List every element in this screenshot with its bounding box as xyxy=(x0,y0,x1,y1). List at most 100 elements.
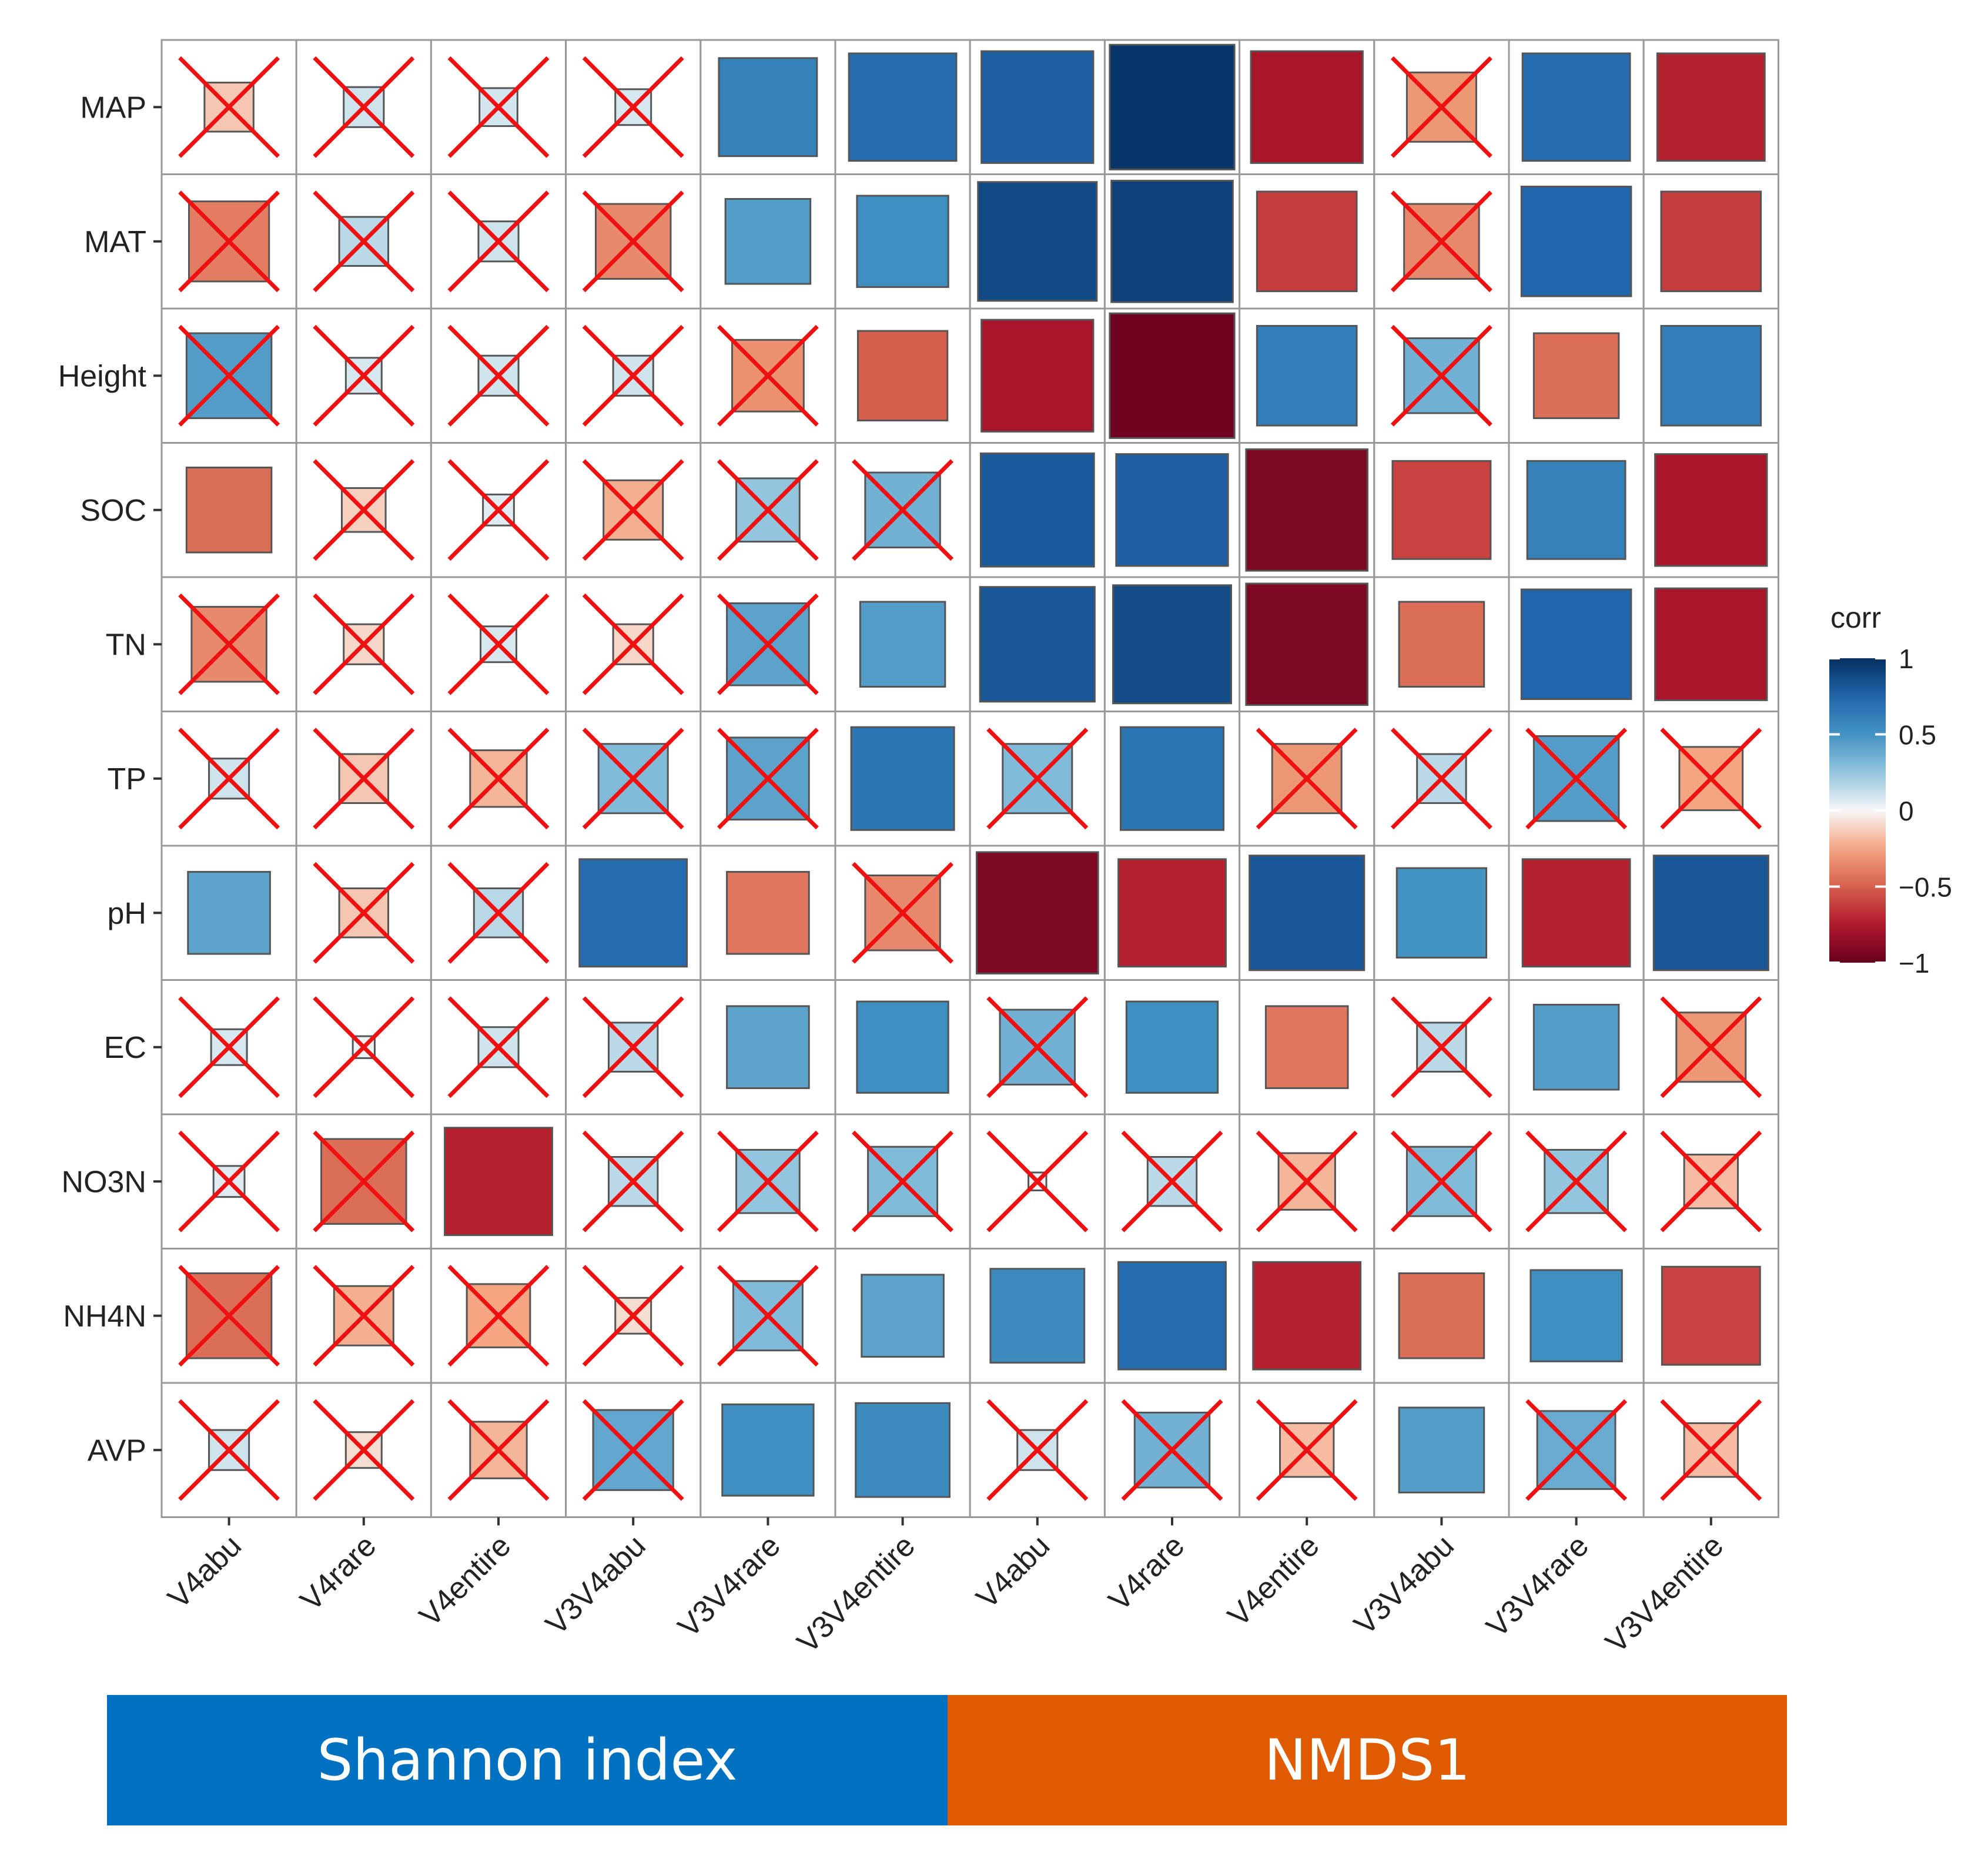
heatmap-cell-Height-4 xyxy=(582,324,684,427)
row-label-NO3N: NO3N xyxy=(62,1165,146,1199)
heatmap-cell-AVP-4 xyxy=(582,1399,684,1501)
non-significant-cross xyxy=(447,56,550,158)
heatmap-cell-MAP-12 xyxy=(1656,52,1766,162)
non-significant-cross xyxy=(1525,728,1628,830)
heatmap-cell-MAT-3 xyxy=(447,190,550,293)
non-significant-cross xyxy=(582,190,684,293)
heatmap-cell-Height-9 xyxy=(1256,324,1358,427)
non-significant-cross xyxy=(1256,1130,1358,1232)
correlation-square xyxy=(1660,324,1762,427)
heatmap-cell-TN-9 xyxy=(1245,582,1369,706)
heatmap-cell-TP-5 xyxy=(717,728,819,830)
non-significant-cross xyxy=(313,1399,415,1501)
heatmap-cell-MAP-1 xyxy=(178,56,280,158)
non-significant-cross xyxy=(447,728,550,830)
correlation-square xyxy=(444,1127,553,1237)
heatmap-cell-Height-6 xyxy=(856,330,949,421)
heatmap-cell-EC-2 xyxy=(313,996,415,1098)
non-significant-cross xyxy=(986,1399,1089,1501)
heatmap-cell-SOC-6 xyxy=(852,459,954,561)
heatmap-cell-pH-9 xyxy=(1249,855,1366,971)
heatmap-cell-TN-2 xyxy=(313,593,415,695)
heatmap-cell-NO3N-9 xyxy=(1256,1130,1358,1232)
heatmap-cell-TN-3 xyxy=(447,593,550,695)
heatmap-cell-MAP-4 xyxy=(582,56,684,158)
heatmap-cell-TP-9 xyxy=(1256,728,1358,830)
heatmap-cell-TN-1 xyxy=(178,593,280,695)
non-significant-cross xyxy=(582,324,684,427)
heatmap-cell-TN-5 xyxy=(717,593,819,695)
heatmap-cell-MAT-11 xyxy=(1520,185,1632,297)
heatmap-cell-TP-4 xyxy=(582,728,684,830)
heatmap-cell-pH-5 xyxy=(726,870,810,955)
non-significant-cross xyxy=(986,728,1089,830)
non-significant-cross xyxy=(852,1130,954,1232)
heatmap-cell-SOC-8 xyxy=(1115,453,1229,567)
non-significant-cross xyxy=(447,1265,550,1367)
heatmap-cell-SOC-4 xyxy=(582,459,684,561)
group-band-nmds1: NMDS1 xyxy=(948,1695,1787,1825)
non-significant-cross xyxy=(313,593,415,695)
non-significant-cross xyxy=(313,324,415,427)
column-label-12: V3V4entire xyxy=(1599,1529,1730,1660)
row-label-Height: Height xyxy=(58,359,147,393)
non-significant-cross xyxy=(1390,324,1492,427)
non-significant-cross xyxy=(313,190,415,293)
heatmap-cell-pH-8 xyxy=(1117,858,1227,968)
heatmap-cell-MAT-7 xyxy=(977,181,1098,302)
non-significant-cross xyxy=(447,190,550,293)
heatmap-cell-EC-10 xyxy=(1390,996,1492,1098)
column-label-8: V4rare xyxy=(1102,1529,1191,1617)
heatmap-cell-MAP-7 xyxy=(980,50,1095,164)
group-label-shannon-index: Shannon index xyxy=(317,1727,738,1793)
correlation-square xyxy=(1652,855,1769,971)
heatmap-cell-pH-2 xyxy=(313,862,415,964)
heatmap-cell-AVP-1 xyxy=(178,1399,280,1501)
heatmap-cell-TP-11 xyxy=(1525,728,1628,830)
heatmap-cell-MAP-2 xyxy=(313,56,415,158)
cells xyxy=(178,43,1769,1501)
non-significant-cross xyxy=(852,459,954,561)
heatmap-cell-NO3N-5 xyxy=(717,1130,819,1232)
correlation-square xyxy=(1256,324,1358,427)
non-significant-cross xyxy=(717,459,819,561)
heatmap-cell-AVP-3 xyxy=(447,1399,550,1501)
non-significant-cross xyxy=(178,56,280,158)
heatmap-cell-EC-1 xyxy=(178,996,280,1098)
column-labels: V4abu V4rare V4entire V3V4abu V3V4rare V3V4en… xyxy=(162,1517,1730,1660)
legend-tick-label: 0.5 xyxy=(1899,720,1936,751)
heatmap-cell-EC-9 xyxy=(1264,1005,1349,1090)
correlation-square xyxy=(1245,448,1369,572)
heatmap-cell-AVP-8 xyxy=(1121,1399,1223,1501)
heatmap-cell-MAT-2 xyxy=(313,190,415,293)
heatmap-cell-EC-8 xyxy=(1125,1000,1219,1094)
non-significant-cross xyxy=(986,1130,1089,1232)
heatmap-cell-SOC-7 xyxy=(979,452,1095,568)
correlation-square xyxy=(850,726,955,831)
non-significant-cross xyxy=(582,1130,684,1232)
correlation-square xyxy=(1395,867,1488,959)
non-significant-cross xyxy=(1660,728,1762,830)
non-significant-cross xyxy=(313,1130,415,1232)
correlation-square xyxy=(856,195,949,288)
column-label-10: V3V4abu xyxy=(1348,1529,1461,1641)
heatmap-cell-MAP-6 xyxy=(848,52,958,162)
correlation-square xyxy=(1115,453,1229,567)
non-significant-cross xyxy=(1660,1399,1762,1501)
non-significant-cross xyxy=(178,728,280,830)
heatmap-cell-pH-4 xyxy=(578,858,688,968)
non-significant-cross xyxy=(447,862,550,964)
column-label-9: V4entire xyxy=(1221,1529,1326,1633)
correlation-square xyxy=(855,1402,951,1498)
correlation-square xyxy=(1532,1003,1620,1091)
correlation-square xyxy=(1109,312,1236,439)
correlation-square xyxy=(856,1000,949,1094)
heatmap-cell-SOC-3 xyxy=(447,459,550,561)
heatmap-cell-pH-10 xyxy=(1395,867,1488,959)
correlation-square xyxy=(979,452,1095,568)
heatmap-cell-MAP-5 xyxy=(718,57,818,158)
correlation-square xyxy=(989,1268,1086,1364)
heatmap-cell-SOC-5 xyxy=(717,459,819,561)
non-significant-cross xyxy=(447,593,550,695)
